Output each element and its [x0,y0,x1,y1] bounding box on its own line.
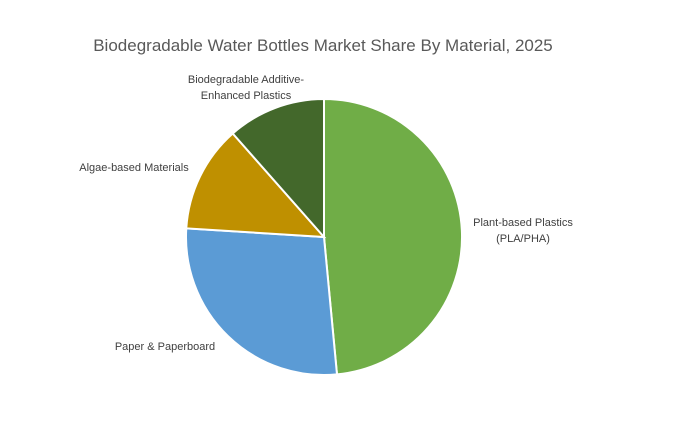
pie-slice-3 [185,132,327,239]
pie-slice-1 [323,97,464,376]
slice-label-4: Biodegradable Additive-Enhanced Plastics [188,74,305,102]
slice-label-2: Paper & Paperboard [115,341,215,353]
pie-slice-4 [231,97,325,240]
slice-label-3: Algae-based Materials [79,162,189,174]
pie-slice-2 [185,227,339,376]
chart-title: Biodegradable Water Bottles Market Share… [93,36,553,55]
slice-label-1: Plant-based Plastics (PLA/PHA) [473,217,573,245]
